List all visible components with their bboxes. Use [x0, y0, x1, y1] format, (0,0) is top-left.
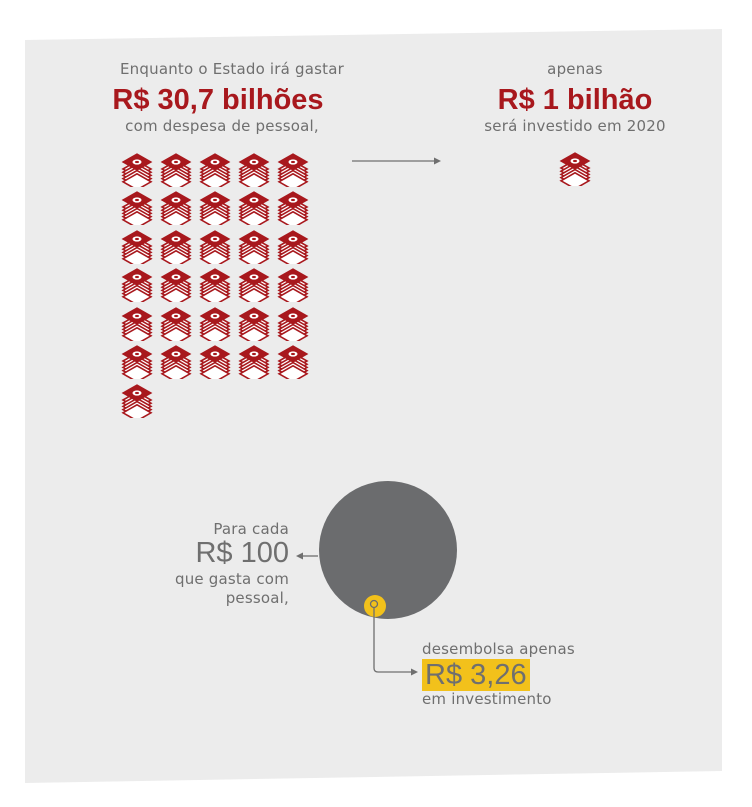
money-stack-icon	[277, 343, 309, 383]
money-stack-icon	[121, 151, 153, 191]
arrow-right-icon	[352, 157, 441, 165]
money-stack-icon	[160, 343, 192, 383]
bottom-left-caption: que gasta com	[174, 570, 289, 588]
money-stack-icon	[277, 189, 309, 229]
spending-circle	[319, 481, 457, 619]
money-stack-icon	[121, 382, 153, 422]
bottom-right-amount-wrap: R$ 3,26	[422, 659, 530, 692]
money-stack-icon	[160, 151, 192, 191]
money-stack-icon	[199, 343, 231, 383]
top-right-intro: apenas	[547, 60, 603, 78]
money-stack-icon	[160, 266, 192, 306]
money-stack-icon	[238, 151, 270, 191]
bottom-left-amount: R$ 100	[195, 537, 289, 569]
money-stack-icon	[199, 266, 231, 306]
bottom-right-intro: desembolsa apenas	[422, 640, 575, 658]
money-stack-icon	[121, 305, 153, 345]
money-stack-icon	[121, 228, 153, 268]
money-stack-icon	[121, 189, 153, 229]
money-stack-icon	[160, 228, 192, 268]
money-stack-icon	[277, 151, 309, 191]
top-left-caption: com despesa de pessoal,	[125, 117, 319, 135]
money-stack-icon	[277, 305, 309, 345]
money-stack-icon	[277, 228, 309, 268]
money-stack-icon	[559, 150, 591, 190]
money-stack-icon	[238, 189, 270, 229]
bottom-right-amount: R$ 3,26	[422, 659, 530, 691]
money-stack-icon	[277, 266, 309, 306]
top-right-amount: R$ 1 bilhão	[497, 84, 653, 116]
money-stack-icon	[199, 228, 231, 268]
money-stack-icon	[238, 266, 270, 306]
money-stack-icon	[199, 151, 231, 191]
investment-dot	[364, 595, 386, 617]
top-right-caption: será investido em 2020	[484, 117, 666, 135]
money-stack-icon	[121, 266, 153, 306]
bottom-left-intro: Para cada	[213, 520, 289, 538]
arrow-left-icon	[296, 552, 318, 560]
money-stack-icon	[160, 189, 192, 229]
money-stack-icon	[199, 305, 231, 345]
money-stack-icon	[121, 343, 153, 383]
top-left-amount: R$ 30,7 bilhões	[112, 84, 324, 116]
money-stack-icon	[160, 305, 192, 345]
bottom-left-caption-2: pessoal,	[225, 589, 289, 607]
top-left-intro: Enquanto o Estado irá gastar	[120, 60, 344, 78]
money-stack-icon	[238, 305, 270, 345]
arrow-connector-icon	[373, 608, 418, 676]
money-stack-icon	[199, 189, 231, 229]
money-stack-icon	[238, 343, 270, 383]
bottom-right-caption: em investimento	[422, 690, 552, 708]
money-stack-icon	[238, 228, 270, 268]
